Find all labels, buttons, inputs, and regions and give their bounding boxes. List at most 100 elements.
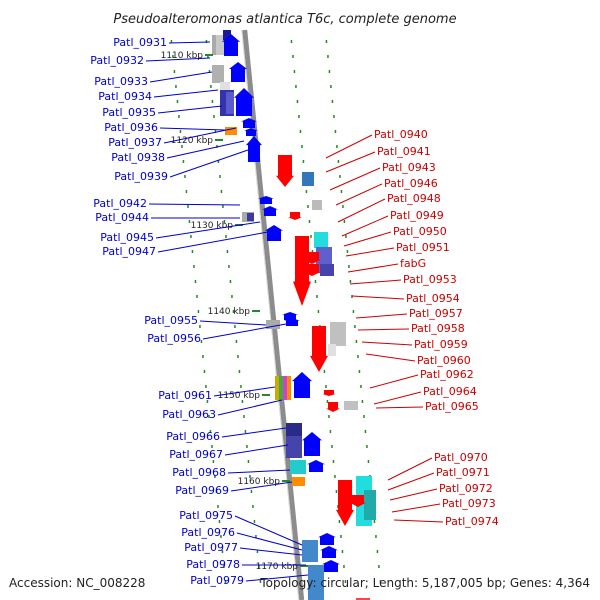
map-title: Pseudoalteromonas atlantica T6c, complet… [113,12,456,27]
gene-label: Patl_0976 [181,526,235,539]
track-dot [311,250,314,253]
track-dot [241,400,244,403]
gene-label: Patl_0958 [411,322,465,335]
track-dot [307,205,309,208]
gene-label: Patl_0972 [439,482,493,495]
label-leader [325,134,373,159]
gene-label: Patl_0955 [144,314,198,327]
track-dot [310,235,312,238]
track-dot [326,400,329,403]
track-dot [367,460,370,463]
gene-block [283,376,287,400]
track-dot [226,250,229,253]
gene-block [225,127,237,135]
track-dot [334,475,336,478]
label-leader [163,127,237,144]
label-leader [155,221,261,239]
track-dot [208,70,211,73]
label-leader [389,488,438,501]
track-dot [252,505,254,508]
track-dot [305,190,308,193]
track-dot [338,520,341,523]
track-dot [223,220,226,223]
gene-label: Patl_0971 [436,466,490,479]
track-dot [224,580,227,583]
forward-gene-arrow [292,372,312,398]
track-dot [327,55,329,58]
track-dot [337,160,340,163]
label-leader [236,532,303,551]
track-dot [220,190,223,193]
label-leader [355,313,408,319]
gene-label: Patl_0950 [393,225,447,238]
gene-label: Patl_0957 [409,307,463,320]
track-dot [328,70,331,73]
track-dot [256,550,259,553]
gene-label: Patl_0968 [172,466,226,479]
track-dot [219,175,221,178]
gene-block [320,264,334,276]
track-dot [253,520,256,523]
label-leader [145,57,211,62]
gene-label: Patl_0932 [90,54,144,67]
forward-gene-arrow [307,460,325,472]
gene-block [212,65,224,83]
track-dot [349,280,352,283]
label-leader [361,341,413,346]
track-dot [199,325,201,328]
gene-label: Patl_0940 [374,128,428,141]
label-leader [349,279,402,285]
gene-label: Patl_0960 [417,354,471,367]
gene-label: Patl_0931 [113,36,167,49]
track-dot [379,580,382,583]
right-gene-labels: Patl_0940 Patl_0941 Patl_0943 Patl_0946 Patl… [325,128,499,528]
gene-label: Patl_0935 [102,106,156,119]
track-dot [358,370,361,373]
gene-label: Patl_0956 [147,332,201,345]
track-dot [217,505,219,508]
track-dot [200,340,203,343]
gene-label: Patl_0953 [403,273,457,286]
track-dot [325,40,328,43]
reverse-gene-arrow [303,264,321,276]
gene-block [364,490,376,520]
track-dot [196,295,198,298]
gene-label: Patl_0944 [95,211,149,224]
track-dot [215,490,218,493]
track-dot [376,550,379,553]
scale-tick-label: 1150 kbp [218,391,261,401]
reverse-gene-arrow [350,495,366,507]
track-dot [292,55,294,58]
track-dot [205,385,207,388]
track-dot [342,205,344,208]
track-dot [331,100,334,103]
gene-label: Patl_0975 [179,509,233,522]
track-dot [207,55,209,58]
label-leader [375,406,424,409]
gene-label: Patl_0969 [175,484,229,497]
label-leader [230,481,293,492]
reverse-gene-arrow [310,326,328,372]
track-dot [243,415,245,418]
track-dot [375,535,377,538]
label-leader [149,71,213,83]
left-gene-labels: Patl_0931 Patl_0932 Patl_0933 Patl_0934 Patl… [90,36,309,587]
track-dot [329,430,332,433]
forward-gene-arrow [262,206,278,216]
track-dot [332,460,335,463]
track-dot [222,205,224,208]
track-dot [363,415,365,418]
track-dot [234,325,236,328]
gene-label: Patl_0942 [93,197,147,210]
track-dot [331,445,333,448]
gene-block [308,565,324,600]
track-dot [295,85,297,88]
track-dot [228,265,230,268]
track-dot [259,580,262,583]
reverse-gene-arrow [336,480,354,526]
label-leader [337,198,386,223]
track-dot [364,430,367,433]
forward-gene-arrow [302,432,322,456]
track-dot [211,445,213,448]
label-leader [157,231,269,253]
